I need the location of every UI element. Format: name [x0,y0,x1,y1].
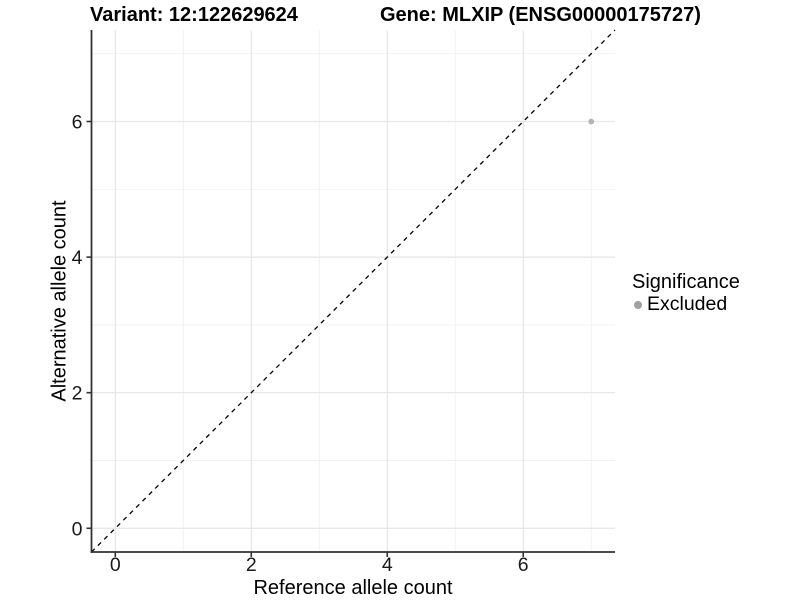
x-tick-label: 0 [110,554,121,576]
plot-title-gene: Gene: MLXIP (ENSG00000175727) [380,4,701,26]
x-tick-label: 6 [518,554,529,576]
x-tick-label: 2 [246,554,257,576]
plot-title-variant: Variant: 12:122629624 [90,4,298,26]
legend-point-icon [634,300,642,309]
y-tick-label: 6 [72,112,83,134]
data-point [588,118,595,125]
x-axis-title: Reference allele count [253,577,453,599]
y-axis-title: Alternative allele count [48,200,71,402]
y-tick-label: 2 [72,383,83,405]
legend: Significance Excluded [632,271,740,315]
y-tick-label: 4 [72,247,83,269]
legend-title: Significance [632,271,740,293]
x-tick-label: 4 [382,554,393,576]
identity-reference-line [91,29,616,553]
legend-item-excluded: Excluded [632,294,740,315]
legend-item-label: Excluded [647,293,728,315]
y-tick-label: 0 [72,518,83,540]
